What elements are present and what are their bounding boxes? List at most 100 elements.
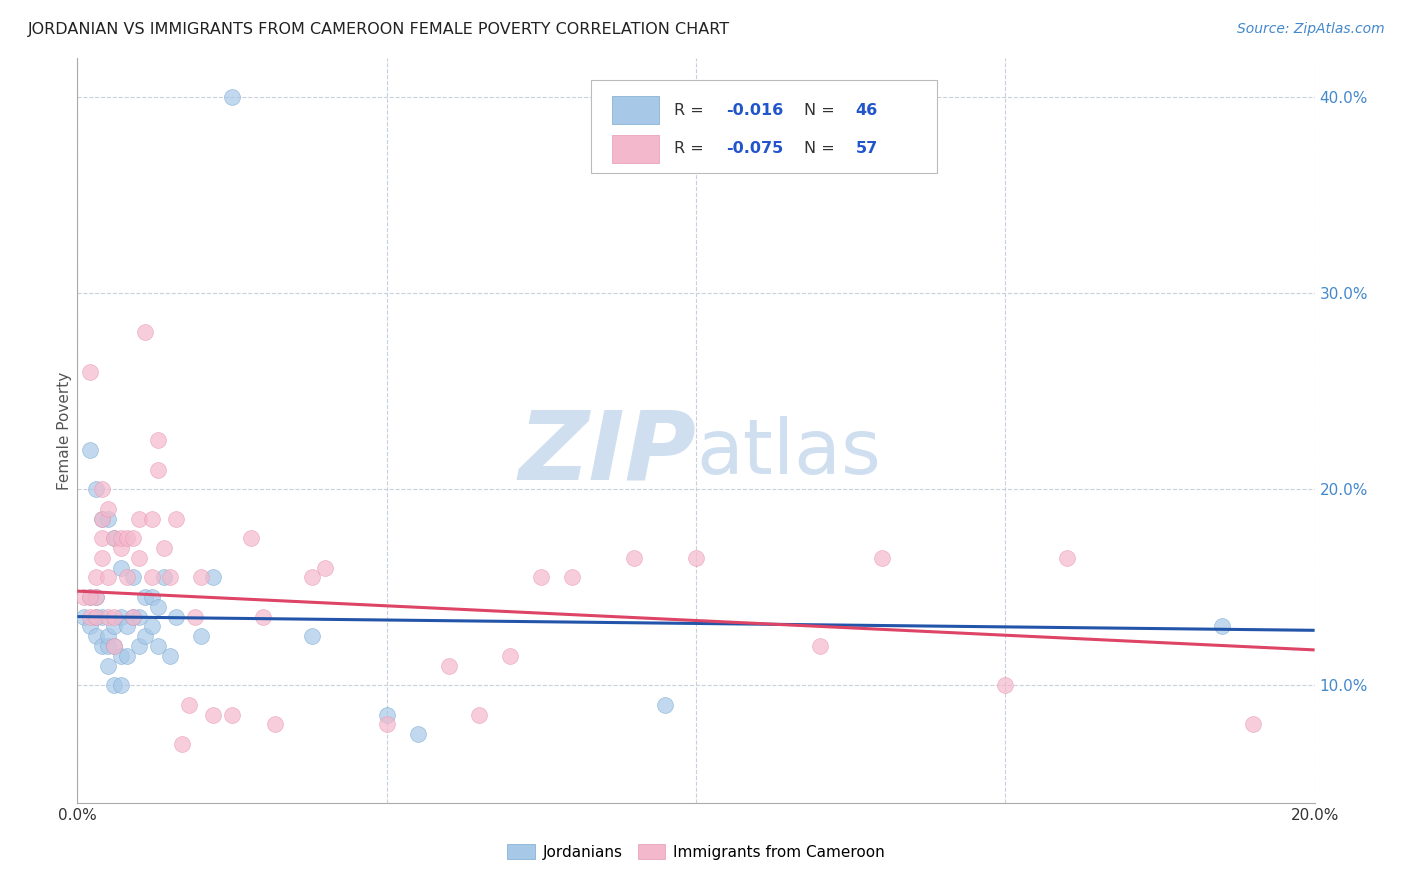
Immigrants from Cameroon (146, 433, 169, 447)
Immigrants from Cameroon (177, 698, 200, 712)
Text: R =: R = (673, 141, 709, 156)
Immigrants from Cameroon (190, 570, 212, 584)
Immigrants from Cameroon (91, 550, 114, 565)
Immigrants from Cameroon (91, 482, 114, 496)
Immigrants from Cameroon (141, 511, 163, 525)
Text: 46: 46 (856, 103, 877, 118)
Immigrants from Cameroon (172, 737, 194, 751)
Immigrants from Cameroon (264, 717, 287, 731)
Legend: Jordanians, Immigrants from Cameroon: Jordanians, Immigrants from Cameroon (501, 838, 891, 866)
Immigrants from Cameroon (252, 609, 274, 624)
Jordanians (91, 639, 114, 653)
Jordanians (110, 609, 132, 624)
Y-axis label: Female Poverty: Female Poverty (56, 371, 72, 490)
Jordanians (221, 90, 243, 104)
Jordanians (103, 531, 125, 545)
Jordanians (190, 629, 212, 643)
Text: ZIP: ZIP (517, 406, 696, 500)
Jordanians (110, 648, 132, 663)
Jordanians (165, 609, 187, 624)
Immigrants from Cameroon (184, 609, 207, 624)
Immigrants from Cameroon (134, 326, 156, 340)
Jordanians (84, 609, 107, 624)
Jordanians (84, 482, 107, 496)
Immigrants from Cameroon (97, 609, 120, 624)
Text: -0.016: -0.016 (725, 103, 783, 118)
Immigrants from Cameroon (530, 570, 553, 584)
Jordanians (1211, 619, 1233, 633)
Immigrants from Cameroon (1056, 550, 1078, 565)
Immigrants from Cameroon (146, 462, 169, 476)
Immigrants from Cameroon (623, 550, 645, 565)
Jordanians (128, 609, 150, 624)
Jordanians (91, 609, 114, 624)
Immigrants from Cameroon (165, 511, 187, 525)
Text: Source: ZipAtlas.com: Source: ZipAtlas.com (1237, 22, 1385, 37)
Jordanians (103, 619, 125, 633)
Jordanians (146, 639, 169, 653)
Jordanians (134, 629, 156, 643)
Jordanians (134, 590, 156, 604)
Jordanians (128, 639, 150, 653)
Jordanians (141, 619, 163, 633)
Jordanians (79, 619, 101, 633)
Immigrants from Cameroon (561, 570, 583, 584)
Immigrants from Cameroon (499, 648, 522, 663)
Immigrants from Cameroon (115, 570, 138, 584)
FancyBboxPatch shape (612, 135, 659, 163)
Jordanians (103, 678, 125, 692)
Immigrants from Cameroon (870, 550, 893, 565)
Text: N =: N = (804, 103, 839, 118)
Text: 57: 57 (856, 141, 877, 156)
Immigrants from Cameroon (72, 590, 94, 604)
Immigrants from Cameroon (159, 570, 181, 584)
Jordanians (79, 590, 101, 604)
Text: JORDANIAN VS IMMIGRANTS FROM CAMEROON FEMALE POVERTY CORRELATION CHART: JORDANIAN VS IMMIGRANTS FROM CAMEROON FE… (28, 22, 730, 37)
Immigrants from Cameroon (468, 707, 491, 722)
Immigrants from Cameroon (97, 501, 120, 516)
Jordanians (202, 570, 225, 584)
Jordanians (84, 629, 107, 643)
Immigrants from Cameroon (202, 707, 225, 722)
Immigrants from Cameroon (153, 541, 176, 555)
Immigrants from Cameroon (103, 531, 125, 545)
Immigrants from Cameroon (685, 550, 707, 565)
Immigrants from Cameroon (79, 590, 101, 604)
Jordanians (84, 590, 107, 604)
Immigrants from Cameroon (79, 365, 101, 379)
Immigrants from Cameroon (115, 531, 138, 545)
Immigrants from Cameroon (122, 531, 145, 545)
Immigrants from Cameroon (808, 639, 831, 653)
Immigrants from Cameroon (91, 531, 114, 545)
Immigrants from Cameroon (141, 570, 163, 584)
Immigrants from Cameroon (84, 590, 107, 604)
FancyBboxPatch shape (612, 96, 659, 124)
Text: R =: R = (673, 103, 709, 118)
Jordanians (406, 727, 429, 741)
Jordanians (153, 570, 176, 584)
Jordanians (97, 629, 120, 643)
Immigrants from Cameroon (437, 658, 460, 673)
Immigrants from Cameroon (91, 511, 114, 525)
Jordanians (122, 609, 145, 624)
Immigrants from Cameroon (221, 707, 243, 722)
Immigrants from Cameroon (301, 570, 323, 584)
Jordanians (146, 599, 169, 614)
Immigrants from Cameroon (994, 678, 1017, 692)
Jordanians (97, 639, 120, 653)
Immigrants from Cameroon (1241, 717, 1264, 731)
Text: N =: N = (804, 141, 839, 156)
Immigrants from Cameroon (97, 570, 120, 584)
Immigrants from Cameroon (128, 550, 150, 565)
Jordanians (91, 511, 114, 525)
Jordanians (110, 678, 132, 692)
Text: -0.075: -0.075 (725, 141, 783, 156)
Immigrants from Cameroon (110, 531, 132, 545)
Immigrants from Cameroon (122, 609, 145, 624)
Immigrants from Cameroon (239, 531, 262, 545)
Immigrants from Cameroon (79, 609, 101, 624)
Immigrants from Cameroon (375, 717, 398, 731)
Jordanians (654, 698, 676, 712)
Jordanians (159, 648, 181, 663)
Immigrants from Cameroon (110, 541, 132, 555)
